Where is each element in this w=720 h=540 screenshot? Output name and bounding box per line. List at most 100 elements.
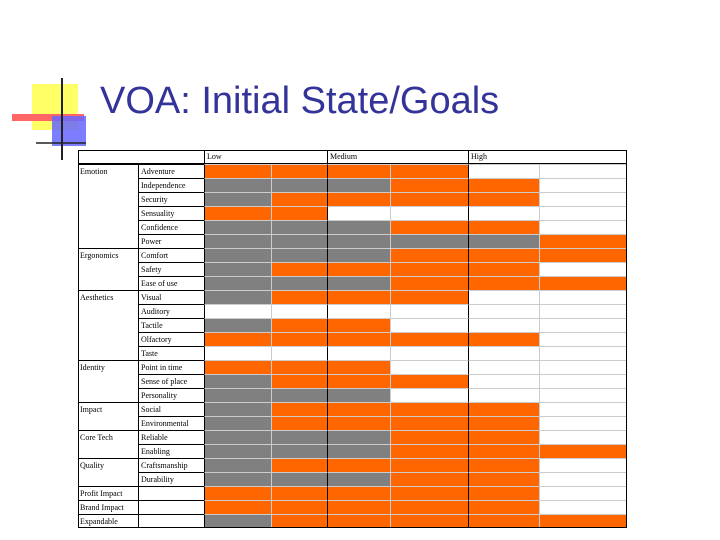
level-cell [204,430,271,444]
level-cell [271,514,327,528]
level-cell [204,276,271,290]
level-cell [468,290,539,304]
level-cell [468,444,539,458]
level-cell [204,514,271,528]
level-cell [271,304,327,318]
level-cell [204,178,271,192]
level-cell [204,192,271,206]
level-cell [390,192,468,206]
level-cell [390,374,468,388]
level-cell [271,388,327,402]
attribute-cell: Enabling [138,444,204,458]
level-cell [539,290,627,304]
level-cell [271,192,327,206]
level-cell [468,416,539,430]
level-cell [468,220,539,234]
level-cell [390,360,468,374]
level-cell [390,290,468,304]
attribute-cell: Olfactory [138,332,204,346]
level-cell [468,402,539,416]
level-cell [390,388,468,402]
attribute-cell: Independence [138,178,204,192]
level-cell [539,388,627,402]
level-cell [271,220,327,234]
red-bar [12,114,84,121]
level-cell [327,248,390,262]
level-cell [539,304,627,318]
level-cell [204,402,271,416]
level-cell [271,206,327,220]
level-cell [390,262,468,276]
level-cell [468,206,539,220]
header-cell: Medium [327,150,468,164]
attribute-cell: Tactile [138,318,204,332]
attribute-cell: Ease of use [138,276,204,290]
level-cell [204,374,271,388]
level-cell [539,192,627,206]
attribute-cell [138,500,204,514]
level-cell [539,276,627,290]
level-cell [539,262,627,276]
level-cell [271,332,327,346]
level-cell [539,206,627,220]
level-cell [539,472,627,486]
level-cell [390,500,468,514]
level-cell [204,360,271,374]
level-cell [327,234,390,248]
header-cell: High [468,150,627,164]
attribute-cell: Craftsmanship [138,458,204,472]
category-cell: Core Tech [78,430,138,444]
level-cell [468,430,539,444]
level-cell [468,234,539,248]
attribute-cell: Power [138,234,204,248]
category-cell: Expandable [78,514,138,528]
level-cell [390,486,468,500]
level-cell [271,262,327,276]
level-cell [539,430,627,444]
level-cell [327,374,390,388]
level-cell [271,486,327,500]
level-cell [468,346,539,360]
level-cell [390,276,468,290]
level-cell [539,374,627,388]
level-cell [327,458,390,472]
category-cell: Identity [78,360,138,374]
level-cell [539,416,627,430]
category-cell: Brand Impact [78,500,138,514]
level-cell [327,192,390,206]
level-cell [204,388,271,402]
level-cell [327,164,390,178]
level-cell [390,178,468,192]
level-cell [390,220,468,234]
level-cell [204,206,271,220]
level-cell [204,248,271,262]
level-cell [539,458,627,472]
level-cell [468,248,539,262]
level-cell [539,178,627,192]
level-cell [390,346,468,360]
level-cell [468,178,539,192]
level-cell [327,486,390,500]
level-cell [271,444,327,458]
blue-square [52,116,86,146]
attribute-cell: Safety [138,262,204,276]
level-cell [327,514,390,528]
slide-title: VOA: Initial State/Goals [100,80,500,122]
level-cell [204,318,271,332]
level-cell [539,486,627,500]
level-cell [390,416,468,430]
level-cell [468,164,539,178]
attribute-cell: Auditory [138,304,204,318]
attribute-cell: Personality [138,388,204,402]
level-cell [204,486,271,500]
category-cell: Quality [78,458,138,472]
level-cell [204,416,271,430]
level-cell [204,304,271,318]
level-cell [468,332,539,346]
level-cell [390,304,468,318]
level-cell [271,290,327,304]
level-cell [327,318,390,332]
level-cell [468,500,539,514]
table-frame [78,150,627,528]
